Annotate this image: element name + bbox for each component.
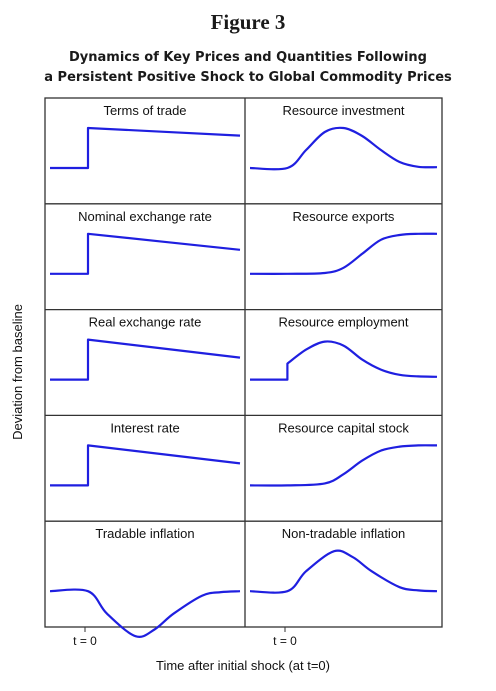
panel: Interest rate xyxy=(50,420,241,487)
x-tick-right: t = 0 xyxy=(273,634,297,648)
figure-title-line-1: Dynamics of Key Prices and Quantities Fo… xyxy=(69,50,427,65)
panel-title: Tradable inflation xyxy=(95,526,194,541)
panel: Terms of trade xyxy=(50,103,241,170)
series-line xyxy=(249,549,438,594)
y-axis-label: Deviation from baseline xyxy=(10,304,25,440)
x-axis-label: Time after initial shock (at t=0) xyxy=(156,658,330,673)
panel-title: Non-tradable inflation xyxy=(282,526,406,541)
series-line xyxy=(50,444,241,487)
series-line xyxy=(49,588,241,638)
series-line xyxy=(249,126,438,171)
panel-title: Real exchange rate xyxy=(89,315,202,330)
series-line xyxy=(249,340,438,381)
panel-title: Terms of trade xyxy=(103,103,186,118)
grid-frame xyxy=(44,97,443,628)
series-line xyxy=(50,126,241,170)
figure-label: Figure 3 xyxy=(210,10,286,34)
series-line xyxy=(249,444,438,487)
panel: Resource capital stock xyxy=(249,420,438,487)
panel: Resource investment xyxy=(249,103,438,171)
panel-title: Resource exports xyxy=(293,209,395,224)
figure-title-line-2: a Persistent Positive Shock to Global Co… xyxy=(44,70,452,85)
panel-title: Nominal exchange rate xyxy=(78,209,212,224)
series-line xyxy=(50,232,241,275)
panel-title: Resource capital stock xyxy=(278,420,409,435)
panel: Non-tradable inflation xyxy=(249,526,438,594)
x-tick-left: t = 0 xyxy=(73,634,97,648)
panel: Resource employment xyxy=(249,315,438,381)
panel-grid xyxy=(44,97,443,628)
chart-panels: Terms of trade Resource investment Nominal… xyxy=(49,103,438,638)
panel: Tradable inflation xyxy=(49,526,241,638)
panel-title: Interest rate xyxy=(110,420,179,435)
panel: Resource exports xyxy=(249,209,438,275)
panel-title: Resource employment xyxy=(278,315,408,330)
panel: Real exchange rate xyxy=(49,315,241,381)
panel-title: Resource investment xyxy=(282,103,404,118)
series-line xyxy=(249,232,438,275)
panel: Nominal exchange rate xyxy=(50,209,241,275)
series-line xyxy=(49,338,241,381)
